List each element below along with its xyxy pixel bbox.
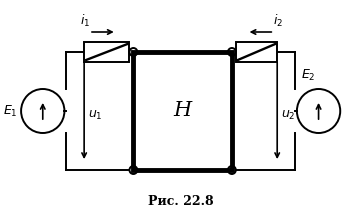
Text: $u_2$: $u_2$ — [281, 108, 296, 122]
Text: H: H — [173, 102, 192, 121]
Bar — [84, 42, 130, 62]
Text: $i_1$: $i_1$ — [80, 13, 90, 29]
Bar — [236, 42, 277, 62]
Text: $i_2$: $i_2$ — [273, 13, 283, 29]
Text: $E_2$: $E_2$ — [301, 68, 315, 83]
Text: Рис. 22.8: Рис. 22.8 — [148, 195, 214, 208]
Text: $u_1$: $u_1$ — [88, 108, 103, 122]
Text: $E_1$: $E_1$ — [2, 104, 17, 119]
Bar — [134, 52, 232, 170]
